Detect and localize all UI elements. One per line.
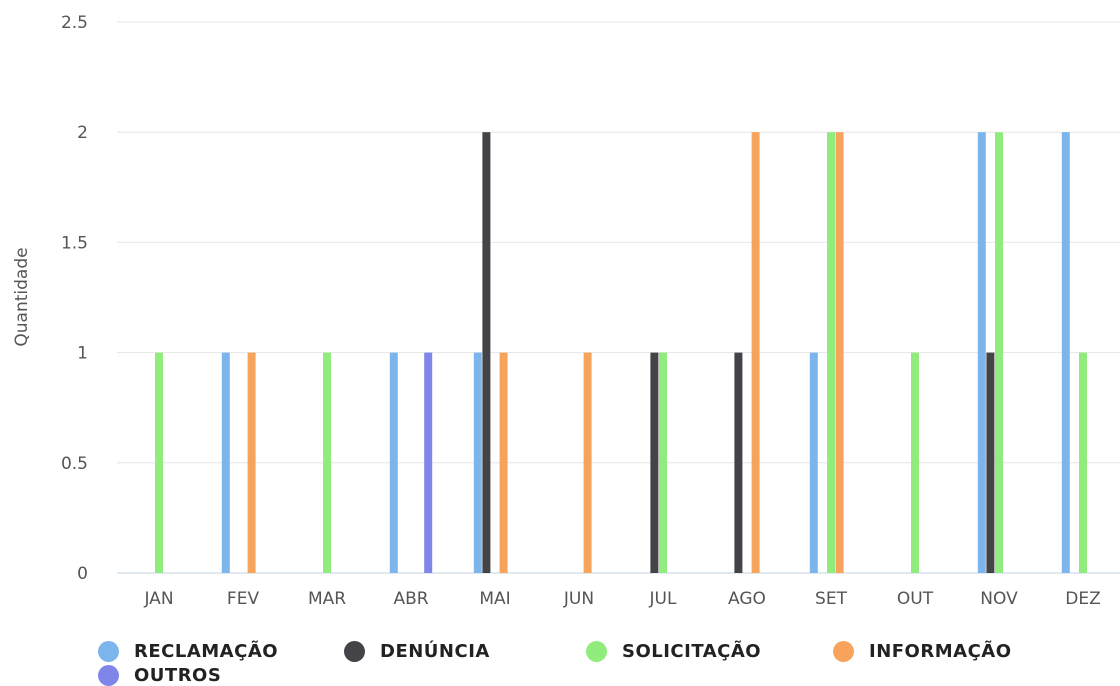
legend-item[interactable]: RECLAMAÇÃO xyxy=(98,640,278,662)
bar[interactable] xyxy=(827,132,835,573)
bar[interactable] xyxy=(659,352,667,573)
legend-label: DENÚNCIA xyxy=(380,640,490,662)
legend-label: SOLICITAÇÃO xyxy=(622,640,762,662)
bar-chart: 0 0.5 1 1.5 2 2.5 JAN FEV MAR ABR MAI JUN JUL AGO SET… xyxy=(12,13,1120,609)
bar[interactable] xyxy=(977,132,986,573)
legend-marker xyxy=(98,640,119,662)
bar[interactable] xyxy=(482,132,491,573)
bar[interactable] xyxy=(995,132,1003,573)
legend-marker xyxy=(344,640,365,662)
legend-item[interactable]: SOLICITAÇÃO xyxy=(586,640,761,662)
bar[interactable] xyxy=(323,352,331,573)
legend-item[interactable]: INFORMAÇÃO xyxy=(833,640,1012,662)
legend-marker xyxy=(833,640,854,662)
x-tick-label: MAR xyxy=(308,589,346,609)
bars xyxy=(155,132,1087,573)
legend-label: RECLAMAÇÃO xyxy=(134,640,279,662)
bar[interactable] xyxy=(155,352,163,573)
x-tick-label: SET xyxy=(815,589,848,609)
bar[interactable] xyxy=(809,352,818,573)
x-tick-label: JUL xyxy=(649,589,677,609)
x-tick-label: OUT xyxy=(897,589,934,609)
x-tick-label: AGO xyxy=(728,589,766,609)
bar[interactable] xyxy=(986,352,995,573)
x-tick-label: NOV xyxy=(980,589,1018,609)
legend-item[interactable]: DENÚNCIA xyxy=(344,640,490,662)
bar[interactable] xyxy=(389,352,398,573)
bar[interactable] xyxy=(247,352,256,573)
legend-marker xyxy=(586,640,607,662)
x-tick-label: JAN xyxy=(143,589,173,609)
bar[interactable] xyxy=(835,132,844,573)
x-tick-label: JUN xyxy=(563,589,594,609)
x-tick-label: ABR xyxy=(393,589,428,609)
x-tick-label: FEV xyxy=(227,589,260,609)
bar[interactable] xyxy=(221,352,230,573)
y-tick-label: 0.5 xyxy=(61,454,88,474)
x-tick-label: DEZ xyxy=(1065,589,1100,609)
y-tick-label: 1 xyxy=(77,344,88,364)
legend-label: INFORMAÇÃO xyxy=(869,640,1012,662)
y-tick-label: 2 xyxy=(77,123,88,143)
y-tick-label: 1.5 xyxy=(61,233,88,253)
bar[interactable] xyxy=(911,352,919,573)
legend: RECLAMAÇÃO DENÚNCIA SOLICITAÇÃO INFORMAÇÃO O… xyxy=(98,636,1108,686)
bar[interactable] xyxy=(1079,352,1087,573)
y-tick-label: 2.5 xyxy=(61,13,88,33)
x-tick-label: MAI xyxy=(479,589,510,609)
gridlines xyxy=(117,21,1120,574)
bar[interactable] xyxy=(499,352,508,573)
bar[interactable] xyxy=(424,352,433,573)
y-axis-ticks: 0 0.5 1 1.5 2 2.5 xyxy=(61,13,88,584)
bar[interactable] xyxy=(1061,132,1070,573)
y-axis-label: Quantidade xyxy=(12,247,32,346)
bar[interactable] xyxy=(734,352,743,573)
y-tick-label: 0 xyxy=(77,564,88,584)
legend-label: OUTROS xyxy=(134,664,222,686)
bar[interactable] xyxy=(583,352,592,573)
bar[interactable] xyxy=(473,352,482,573)
x-axis-ticks: JAN FEV MAR ABR MAI JUN JUL AGO SET OUT NOV DEZ xyxy=(143,589,1100,609)
legend-item[interactable]: OUTROS xyxy=(98,664,221,686)
legend-marker xyxy=(98,664,119,686)
bar[interactable] xyxy=(650,352,659,573)
bar[interactable] xyxy=(751,132,760,573)
